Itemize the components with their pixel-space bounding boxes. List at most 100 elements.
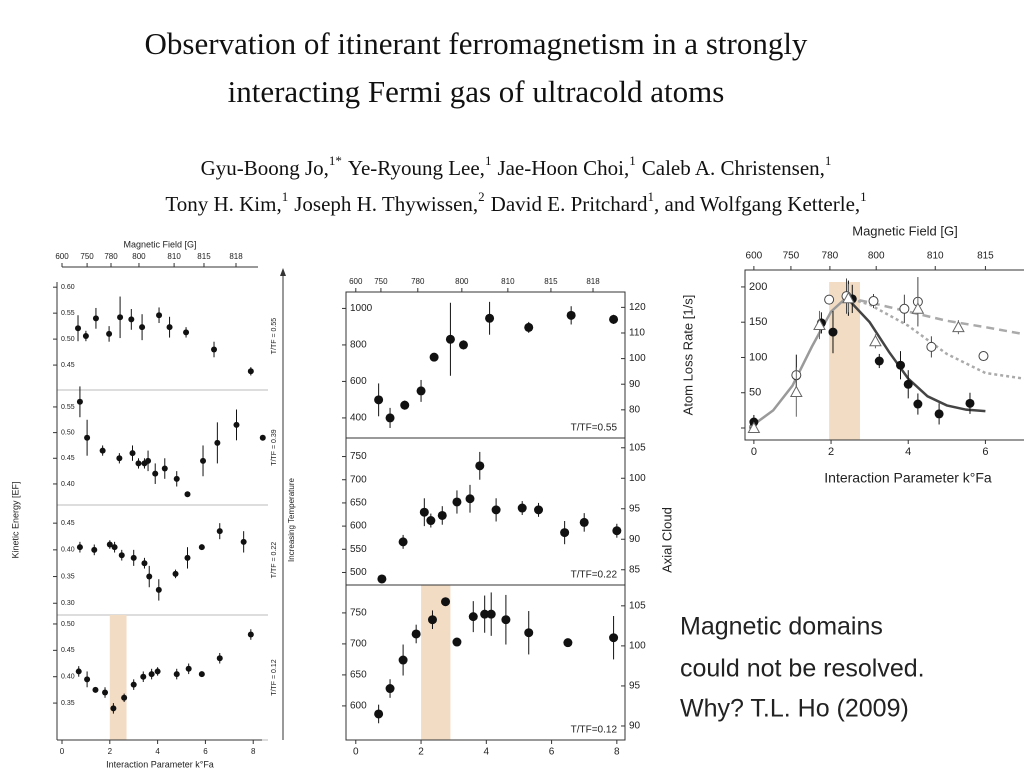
panel-label: T/TF = 0.39 xyxy=(271,429,278,465)
y-tick-label: 600 xyxy=(350,521,367,532)
data-point xyxy=(965,398,975,408)
data-point xyxy=(161,465,168,472)
data-point xyxy=(465,494,475,504)
y2-axis-label: Axial Cloud xyxy=(659,507,674,573)
y-tick-label: 0.40 xyxy=(61,481,75,488)
top-tick-label: 810 xyxy=(927,251,944,262)
y-tick-label: 100 xyxy=(629,473,646,484)
data-point xyxy=(110,705,117,712)
data-point xyxy=(233,421,240,428)
data-point xyxy=(468,612,478,622)
top-tick-label: 600 xyxy=(746,251,763,262)
data-point xyxy=(563,638,573,648)
highlight-band xyxy=(421,585,451,740)
data-point xyxy=(813,318,826,331)
top-axis-label: Magnetic Field [G] xyxy=(852,223,958,238)
data-point xyxy=(485,313,495,323)
panel-frame xyxy=(345,437,626,586)
data-point xyxy=(566,310,576,320)
data-point xyxy=(76,398,83,405)
x-tick-label: 6 xyxy=(982,446,988,458)
data-point xyxy=(374,395,384,405)
author-name: Ye-Ryoung Lee, xyxy=(348,156,485,180)
data-point xyxy=(458,340,468,350)
data-point xyxy=(452,637,462,647)
data-point xyxy=(534,505,544,515)
data-point xyxy=(441,597,451,607)
data-point xyxy=(247,631,254,638)
data-point xyxy=(411,629,421,639)
top-tick-label: 600 xyxy=(349,277,363,286)
data-point xyxy=(952,320,965,333)
data-point xyxy=(106,541,113,548)
data-point xyxy=(377,574,387,584)
author-affiliation: 1 xyxy=(860,189,867,204)
data-point xyxy=(247,368,254,375)
data-point xyxy=(155,586,162,593)
y-tick-label: 0.30 xyxy=(61,600,75,607)
panel-label: T/TF = 0.22 xyxy=(271,542,278,578)
panel-label: T/TF=0.12 xyxy=(571,725,618,736)
top-tick-label: 800 xyxy=(455,277,469,286)
data-point xyxy=(156,312,163,319)
data-point xyxy=(198,544,205,551)
data-point xyxy=(135,460,142,467)
y-tick-label: 90 xyxy=(629,534,641,545)
data-point xyxy=(118,552,125,559)
data-point xyxy=(517,503,527,513)
data-point xyxy=(828,327,838,337)
data-point xyxy=(76,544,83,551)
panel-label: T/TF=0.55 xyxy=(571,423,618,434)
y-tick-label: 120 xyxy=(629,302,646,313)
y-tick-label: 0.35 xyxy=(61,700,75,707)
y-tick-label: 200 xyxy=(749,281,767,293)
y-axis-label: Kinetic Energy [EF] xyxy=(10,481,20,558)
x-tick-label: 8 xyxy=(251,747,256,756)
data-point xyxy=(385,413,395,423)
y-tick-label: 80 xyxy=(629,404,641,415)
y-tick-label: 0.50 xyxy=(61,336,75,343)
data-point xyxy=(824,294,835,305)
x-tick-label: 6 xyxy=(549,747,555,758)
top-tick-label: 780 xyxy=(411,277,425,286)
top-tick-label: 750 xyxy=(80,252,94,261)
x-tick-label: 0 xyxy=(353,747,359,758)
data-point xyxy=(978,351,989,362)
data-point xyxy=(214,439,221,446)
data-point xyxy=(173,475,180,482)
y-tick-label: 600 xyxy=(350,376,367,387)
top-tick-label: 780 xyxy=(104,252,118,261)
y-tick-label: 100 xyxy=(629,641,646,652)
data-point xyxy=(868,296,879,307)
title-line: Observation of itinerant ferromagnetism … xyxy=(145,26,808,61)
data-point xyxy=(842,291,855,304)
data-point xyxy=(184,491,191,498)
data-point xyxy=(128,316,135,323)
data-point xyxy=(579,517,589,527)
x-axis-label: Interaction Parameter k°Fa xyxy=(824,470,992,486)
y-tick-label: 0.40 xyxy=(61,674,75,681)
title-line: interacting Fermi gas of ultracold atoms xyxy=(228,74,725,109)
author-line: Gyu-Boong Jo,1* Ye-Ryoung Lee,1 Jae-Hoon C… xyxy=(201,153,832,179)
data-point xyxy=(92,686,99,693)
author-affiliation: 1 xyxy=(485,153,492,168)
top-tick-label: 750 xyxy=(374,277,388,286)
data-point xyxy=(139,324,146,331)
y-tick-label: 0.50 xyxy=(61,621,75,628)
data-point xyxy=(609,633,619,643)
y-tick-label: 100 xyxy=(629,353,646,364)
data-point xyxy=(130,681,137,688)
author-affiliation: 2 xyxy=(478,189,485,204)
author-name: Caleb A. Christensen, xyxy=(642,156,825,180)
data-point xyxy=(437,510,447,520)
data-point xyxy=(111,544,118,551)
author-name: Tony H. Kim, xyxy=(165,192,281,216)
x-tick-label: 6 xyxy=(203,747,208,756)
note-line: Why? T.L. Ho (2009) xyxy=(680,695,909,723)
panel-label: T/TF = 0.55 xyxy=(271,318,278,354)
data-point xyxy=(452,497,462,507)
y-tick-label: 0.45 xyxy=(61,362,75,369)
data-point xyxy=(612,526,622,536)
top-tick-label: 815 xyxy=(544,277,558,286)
y-tick-label: 90 xyxy=(629,721,641,732)
